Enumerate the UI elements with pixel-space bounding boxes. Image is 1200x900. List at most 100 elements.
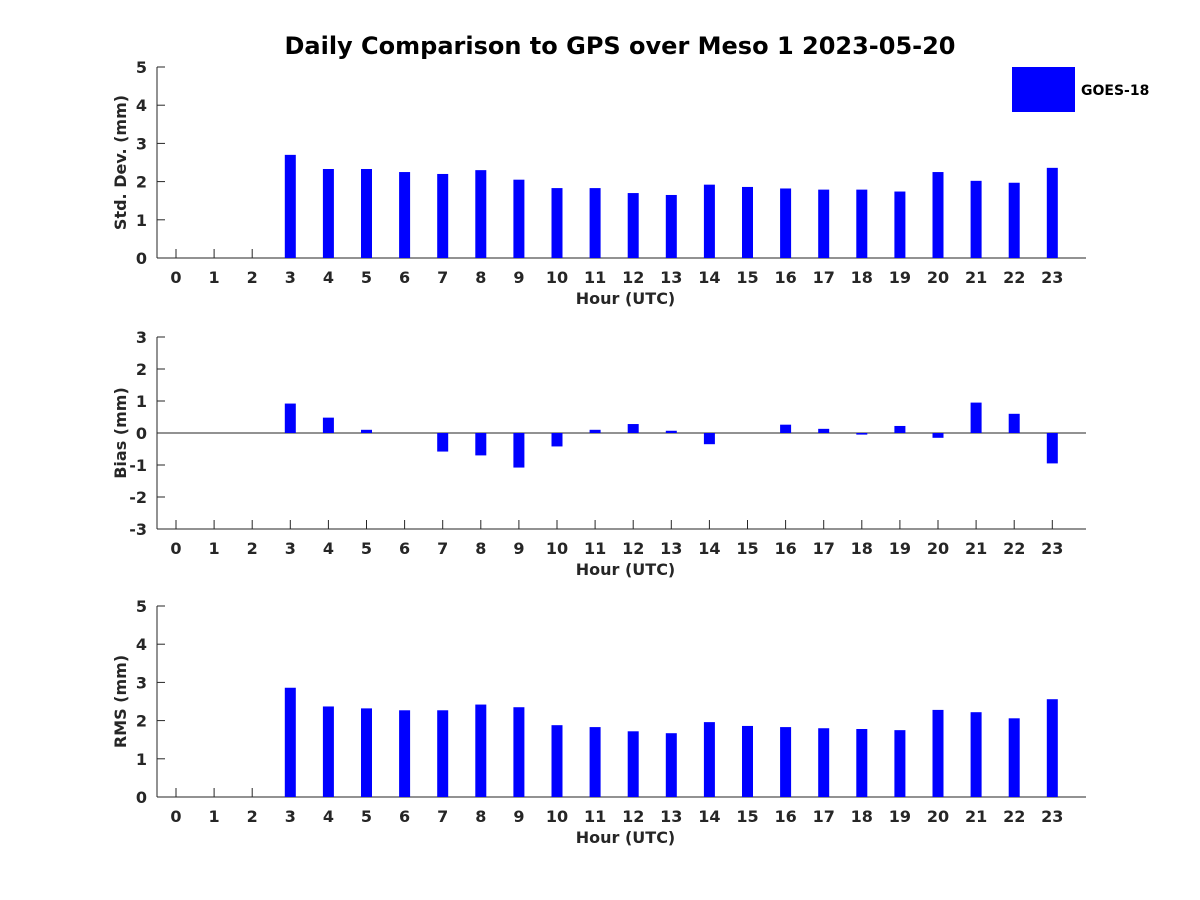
x-tick-label: 15 <box>736 807 758 826</box>
y-tick-label: 4 <box>136 96 147 115</box>
bar <box>818 428 830 433</box>
x-tick-label: 11 <box>584 539 606 558</box>
y-tick-label: 2 <box>136 712 147 731</box>
x-tick-label: 5 <box>361 268 372 287</box>
bar <box>665 194 677 258</box>
x-tick-label: 23 <box>1041 268 1063 287</box>
bar <box>1008 413 1020 433</box>
x-tick-label: 2 <box>247 807 258 826</box>
x-axis-label: Hour (UTC) <box>576 560 676 579</box>
y-tick-label: -2 <box>129 488 147 507</box>
bar <box>894 425 906 433</box>
bar <box>780 424 792 433</box>
bar <box>894 191 906 258</box>
bar <box>932 709 944 797</box>
x-tick-label: 23 <box>1041 539 1063 558</box>
x-tick-label: 10 <box>546 268 568 287</box>
bar <box>894 730 906 797</box>
bar <box>361 168 372 258</box>
x-tick-label: 11 <box>584 807 606 826</box>
bar <box>284 687 296 797</box>
x-tick-label: 10 <box>546 539 568 558</box>
bar <box>475 704 487 797</box>
x-tick-label: 14 <box>698 539 720 558</box>
bar <box>1008 718 1020 797</box>
y-tick-label: 2 <box>136 360 147 379</box>
y-tick-label: 3 <box>136 134 147 153</box>
x-tick-label: 20 <box>927 268 949 287</box>
bar <box>703 433 715 445</box>
y-tick-label: -1 <box>129 456 147 475</box>
x-tick-label: 6 <box>399 807 410 826</box>
bar <box>589 727 601 797</box>
x-axis-label: Hour (UTC) <box>576 828 676 847</box>
y-axis-label: RMS (mm) <box>111 655 130 748</box>
x-tick-label: 17 <box>813 268 835 287</box>
bar <box>665 430 677 433</box>
x-tick-label: 1 <box>209 268 220 287</box>
x-tick-label: 9 <box>513 539 524 558</box>
bar <box>780 188 792 258</box>
x-tick-label: 13 <box>660 539 682 558</box>
y-tick-label: 3 <box>136 328 147 347</box>
y-tick-label: 5 <box>136 58 147 77</box>
bar <box>475 170 487 258</box>
x-tick-label: 19 <box>889 807 911 826</box>
x-tick-label: 9 <box>513 268 524 287</box>
x-tick-label: 19 <box>889 539 911 558</box>
y-tick-label: 1 <box>136 392 147 411</box>
bar <box>284 154 296 258</box>
x-tick-label: 7 <box>437 268 448 287</box>
x-tick-label: 9 <box>513 807 524 826</box>
x-tick-label: 22 <box>1003 268 1025 287</box>
bar <box>399 172 411 258</box>
bar <box>437 173 449 258</box>
x-tick-label: 17 <box>813 807 835 826</box>
bar <box>970 402 982 433</box>
bar <box>1008 182 1020 258</box>
x-tick-label: 18 <box>851 268 873 287</box>
x-tick-label: 0 <box>170 268 181 287</box>
bar <box>856 433 868 435</box>
bar <box>513 707 525 797</box>
bar <box>322 168 334 258</box>
legend-swatch <box>1012 67 1075 112</box>
x-tick-label: 16 <box>774 268 796 287</box>
bar <box>551 725 563 797</box>
x-tick-label: 8 <box>475 539 486 558</box>
x-tick-label: 21 <box>965 807 987 826</box>
bar <box>742 186 753 258</box>
bar <box>1046 167 1058 258</box>
x-tick-label: 12 <box>622 807 644 826</box>
bar <box>513 179 525 258</box>
x-tick-label: 21 <box>965 268 987 287</box>
y-tick-label: 1 <box>136 211 147 230</box>
x-tick-label: 15 <box>736 539 758 558</box>
bar <box>322 706 334 797</box>
y-tick-label: 3 <box>136 673 147 692</box>
y-tick-label: 4 <box>136 635 147 654</box>
y-tick-label: 0 <box>136 788 147 807</box>
bar <box>856 189 868 258</box>
x-tick-label: 3 <box>285 539 296 558</box>
y-tick-label: 1 <box>136 750 147 769</box>
x-tick-label: 16 <box>774 539 796 558</box>
x-tick-label: 17 <box>813 539 835 558</box>
bar <box>361 429 372 433</box>
bar <box>513 433 525 468</box>
x-tick-label: 6 <box>399 539 410 558</box>
x-tick-label: 21 <box>965 539 987 558</box>
x-tick-label: 5 <box>361 539 372 558</box>
x-tick-label: 13 <box>660 807 682 826</box>
bar <box>437 710 449 797</box>
bar <box>970 180 982 258</box>
x-tick-label: 18 <box>851 539 873 558</box>
x-tick-label: 1 <box>209 539 220 558</box>
x-tick-label: 22 <box>1003 539 1025 558</box>
bar <box>627 424 639 433</box>
y-tick-label: 0 <box>136 424 147 443</box>
bar <box>589 188 601 258</box>
